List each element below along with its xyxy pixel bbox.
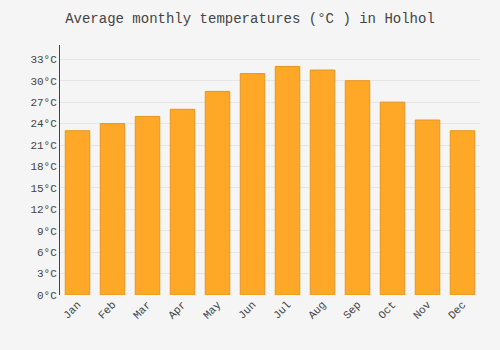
svg-text:Jul: Jul [271, 299, 293, 321]
svg-text:30°C: 30°C [30, 76, 57, 88]
svg-text:Aug: Aug [306, 299, 328, 321]
svg-text:Feb: Feb [96, 299, 118, 321]
svg-text:24°C: 24°C [30, 118, 57, 130]
svg-text:27°C: 27°C [30, 97, 57, 109]
svg-text:3°C: 3°C [37, 268, 57, 280]
svg-text:Jun: Jun [236, 299, 258, 321]
svg-text:Nov: Nov [411, 299, 434, 322]
svg-text:33°C: 33°C [30, 54, 57, 66]
svg-text:Oct: Oct [376, 299, 398, 321]
svg-text:Apr: Apr [166, 299, 188, 321]
svg-text:12°C: 12°C [30, 204, 57, 216]
svg-text:Sep: Sep [341, 299, 363, 321]
svg-text:May: May [201, 299, 224, 322]
svg-text:Average monthly temperatures (: Average monthly temperatures (°C ) in Ho… [65, 11, 435, 27]
svg-text:Mar: Mar [131, 299, 153, 321]
svg-text:9°C: 9°C [37, 226, 57, 238]
svg-text:15°C: 15°C [30, 183, 57, 195]
svg-text:18°C: 18°C [30, 161, 57, 173]
svg-text:Jan: Jan [61, 299, 83, 321]
svg-text:Dec: Dec [446, 299, 468, 321]
svg-text:21°C: 21°C [30, 140, 57, 152]
svg-text:0°C: 0°C [37, 290, 57, 302]
svg-text:6°C: 6°C [37, 247, 57, 259]
